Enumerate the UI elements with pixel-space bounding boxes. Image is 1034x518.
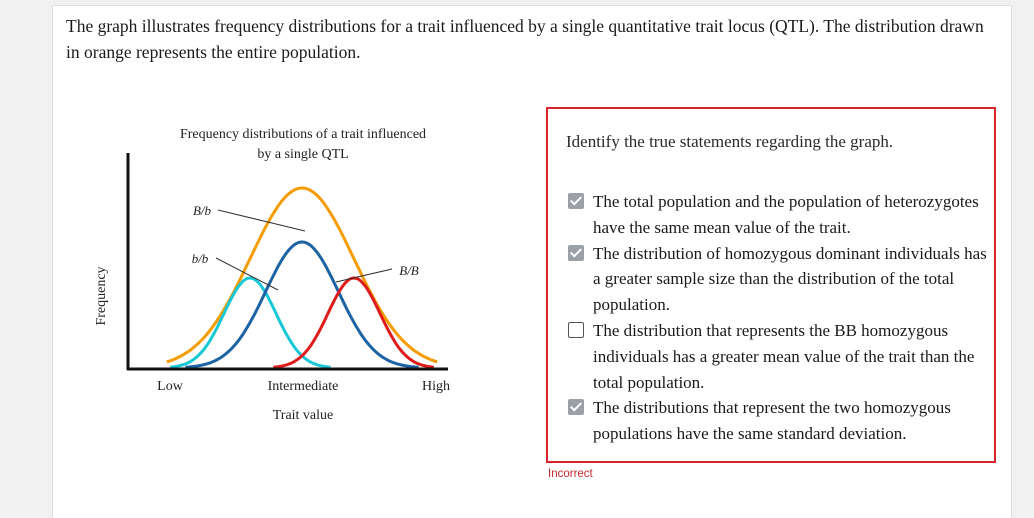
b-b-leader-line xyxy=(215,257,279,291)
chart-title-line2: by a single QTL xyxy=(257,147,348,162)
chart-title-line1: Frequency distributions of a trait influ… xyxy=(180,127,426,142)
option-1[interactable]: The total population and the population … xyxy=(568,189,988,241)
total-population-curve xyxy=(166,186,438,364)
b-b-curve xyxy=(185,240,419,369)
y-axis-label: Frequency xyxy=(94,266,109,325)
b-b-leader-line xyxy=(335,268,393,283)
option-4[interactable]: The distributions that represent the two… xyxy=(568,395,988,447)
status-incorrect: Incorrect xyxy=(548,468,593,480)
answer-options: The total population and the population … xyxy=(568,189,988,447)
x-tick-high: High xyxy=(422,379,450,394)
x-tick-low: Low xyxy=(157,379,184,394)
question-text: The graph illustrates frequency distribu… xyxy=(66,16,984,62)
x-tick-intermediate: Intermediate xyxy=(268,379,339,394)
checkbox-3[interactable] xyxy=(568,321,584,338)
option-3-text: The distribution that represents the BB … xyxy=(593,320,975,392)
checkbox-4[interactable] xyxy=(568,399,584,416)
option-1-text: The total population and the population … xyxy=(593,192,979,237)
checkbox-1[interactable] xyxy=(568,193,584,209)
option-4-text: The distributions that represent the two… xyxy=(593,398,951,444)
b-b-curve xyxy=(170,276,331,369)
option-2-text: The distribution of homozygous dominant … xyxy=(593,243,987,315)
answer-box: Identify the true statements regarding t… xyxy=(546,107,996,463)
b-b-label: B/b xyxy=(193,203,212,218)
b-b-leader-line xyxy=(217,209,306,232)
x-axis-label: Trait value xyxy=(273,408,334,423)
option-3[interactable]: The distribution that represents the BB … xyxy=(568,318,988,395)
b-b-label: B/B xyxy=(399,263,419,278)
option-2[interactable]: The distribution of homozygous dominant … xyxy=(568,241,988,318)
frequency-chart: Frequency distributions of a trait influ… xyxy=(94,127,450,423)
answer-prompt: Identify the true statements regarding t… xyxy=(566,132,894,151)
b-b-label: b/b xyxy=(192,251,209,266)
checkbox-2[interactable] xyxy=(568,244,584,261)
